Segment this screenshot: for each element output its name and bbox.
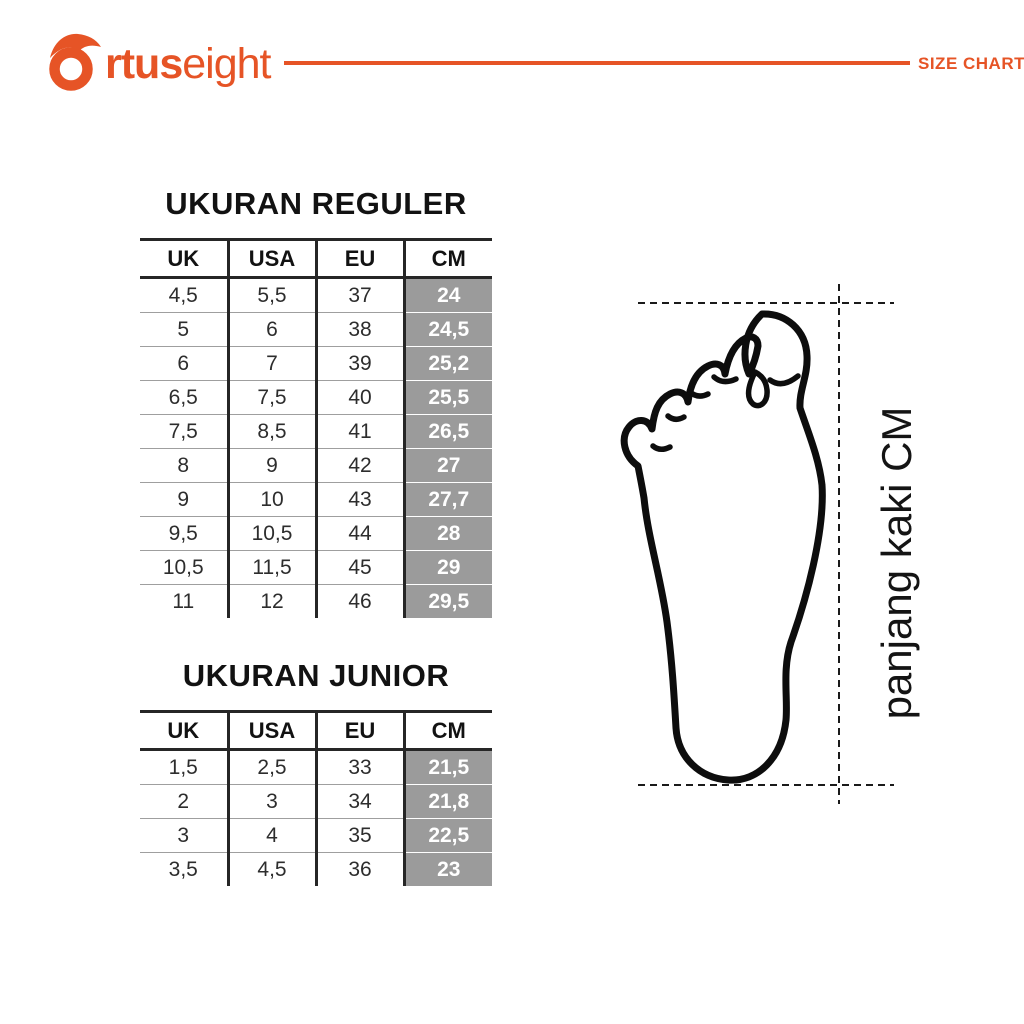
size-cell: 1,5 <box>140 749 228 785</box>
foot-outline <box>620 310 826 784</box>
size-cell: 2 <box>140 784 228 819</box>
size-cell: 4,5 <box>140 277 228 313</box>
size-cell: 4 <box>226 818 316 853</box>
size-cell: 2,5 <box>226 749 316 785</box>
size-row: 2 3 34 21,8 <box>140 784 492 819</box>
size-row: 3,5 4,5 36 23 <box>140 852 492 886</box>
header-row: UK USA EU CM <box>140 238 492 279</box>
size-cell: 41 <box>314 414 404 449</box>
size-cell: 33 <box>314 749 404 785</box>
size-cell: 44 <box>314 516 404 551</box>
size-cell: 36 <box>314 852 404 886</box>
size-cell: 11 <box>140 584 228 618</box>
size-chart-badge: SIZE CHART <box>918 54 1024 73</box>
size-row: 1,5 2,5 33 21,5 <box>140 749 492 785</box>
size-cell: 5,5 <box>226 277 316 313</box>
cm-cell: 21,8 <box>402 784 492 819</box>
junior-table-title: UKURAN JUNIOR <box>182 658 450 693</box>
cm-cell: 25,5 <box>402 380 492 415</box>
size-row: 6 7 39 25,2 <box>140 346 492 381</box>
size-cell: 6 <box>140 346 228 381</box>
size-cell: 3 <box>226 784 316 819</box>
size-cell: 46 <box>314 584 404 618</box>
cm-cell: 29 <box>402 550 492 585</box>
size-cell: 10,5 <box>226 516 316 551</box>
header-row: UK USA EU CM <box>140 710 492 751</box>
logo-text-bold: rtus <box>105 40 183 88</box>
column-header: UK <box>140 710 228 751</box>
cm-cell: 21,5 <box>402 749 492 785</box>
size-cell: 6,5 <box>140 380 228 415</box>
foot-length-label: panjang kaki CM <box>873 406 920 720</box>
size-cell: 10,5 <box>140 550 228 585</box>
column-header: USA <box>226 710 316 751</box>
cm-cell: 22,5 <box>402 818 492 853</box>
size-cell: 35 <box>314 818 404 853</box>
size-row: 5 6 38 24,5 <box>140 312 492 347</box>
size-cell: 39 <box>314 346 404 381</box>
toe-creases <box>650 373 801 452</box>
size-cell: 6 <box>226 312 316 347</box>
logo-text-light: eight <box>182 40 271 88</box>
size-cell: 7,5 <box>140 414 228 449</box>
logo-wordmark: rtuseight <box>105 36 271 92</box>
cm-cell: 25,2 <box>402 346 492 381</box>
cm-cell: 24 <box>402 277 492 313</box>
size-cell: 38 <box>314 312 404 347</box>
size-table-junior: UK USA EU CM 1,5 2,5 33 21,5 2 3 34 21,8 3 4 35 22,5 3,5… <box>140 710 492 886</box>
ortuseight-logo: rtuseight <box>44 32 271 92</box>
size-cell: 10 <box>226 482 316 517</box>
size-cell: 37 <box>314 277 404 313</box>
size-cell: 40 <box>314 380 404 415</box>
size-cell: 11,5 <box>226 550 316 585</box>
size-row: 6,5 7,5 40 25,5 <box>140 380 492 415</box>
size-cell: 8 <box>140 448 228 483</box>
cm-cell: 27,7 <box>402 482 492 517</box>
cm-cell: 27 <box>402 448 492 483</box>
size-cell: 7,5 <box>226 380 316 415</box>
size-cell: 9 <box>226 448 316 483</box>
column-header: CM <box>402 238 492 279</box>
size-row: 10,5 11,5 45 29 <box>140 550 492 585</box>
size-cell: 45 <box>314 550 404 585</box>
size-row: 8 9 42 27 <box>140 448 492 483</box>
cm-cell: 24,5 <box>402 312 492 347</box>
size-table-reguler: UK USA EU CM 4,5 5,5 37 24 5 6 38 24,5 6 7 39 25,2 6,5 7,… <box>140 238 492 618</box>
size-cell: 8,5 <box>226 414 316 449</box>
size-cell: 3 <box>140 818 228 853</box>
size-cell: 12 <box>226 584 316 618</box>
size-cell: 9 <box>140 482 228 517</box>
size-row: 7,5 8,5 41 26,5 <box>140 414 492 449</box>
reguler-table-title: UKURAN REGULER <box>165 186 467 221</box>
header-divider-line <box>284 61 910 65</box>
size-row: 11 12 46 29,5 <box>140 584 492 618</box>
cm-cell: 26,5 <box>402 414 492 449</box>
size-cell: 4,5 <box>226 852 316 886</box>
size-cell: 5 <box>140 312 228 347</box>
size-row: 3 4 35 22,5 <box>140 818 492 853</box>
column-header: UK <box>140 238 228 279</box>
size-cell: 9,5 <box>140 516 228 551</box>
cm-cell: 28 <box>402 516 492 551</box>
size-row: 9 10 43 27,7 <box>140 482 492 517</box>
size-cell: 43 <box>314 482 404 517</box>
size-cell: 3,5 <box>140 852 228 886</box>
foot-diagram <box>610 280 910 820</box>
cm-cell: 23 <box>402 852 492 886</box>
cm-cell: 29,5 <box>402 584 492 618</box>
flame-o-icon <box>44 32 102 92</box>
size-row: 4,5 5,5 37 24 <box>140 277 492 313</box>
column-header: EU <box>314 238 404 279</box>
dimension-lines <box>638 284 894 804</box>
size-cell: 42 <box>314 448 404 483</box>
column-header: USA <box>226 238 316 279</box>
column-header: CM <box>402 710 492 751</box>
size-row: 9,5 10,5 44 28 <box>140 516 492 551</box>
toe-teardrop <box>745 369 770 409</box>
column-header: EU <box>314 710 404 751</box>
size-cell: 34 <box>314 784 404 819</box>
size-cell: 7 <box>226 346 316 381</box>
